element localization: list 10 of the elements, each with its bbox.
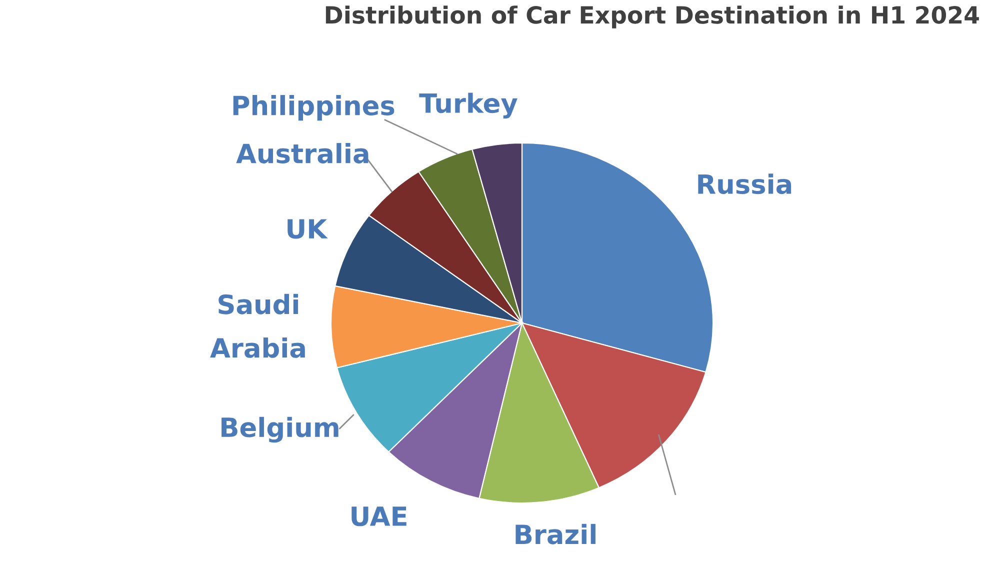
slice-label: Brazil [516,524,596,544]
slice-label: Turkey [419,92,518,118]
slice-label: Philippines [233,95,394,121]
slice-label: Australia [236,143,368,164]
slice-label: UAE [352,506,406,526]
chart-title: Distribution of Car Export Destination in H1 2024 [326,6,979,28]
slice-label: Saudi Arabia [210,294,305,358]
slice-label: UK [288,219,328,239]
slice-label: Belgium [222,416,338,443]
slice-label: Russia [698,174,792,194]
